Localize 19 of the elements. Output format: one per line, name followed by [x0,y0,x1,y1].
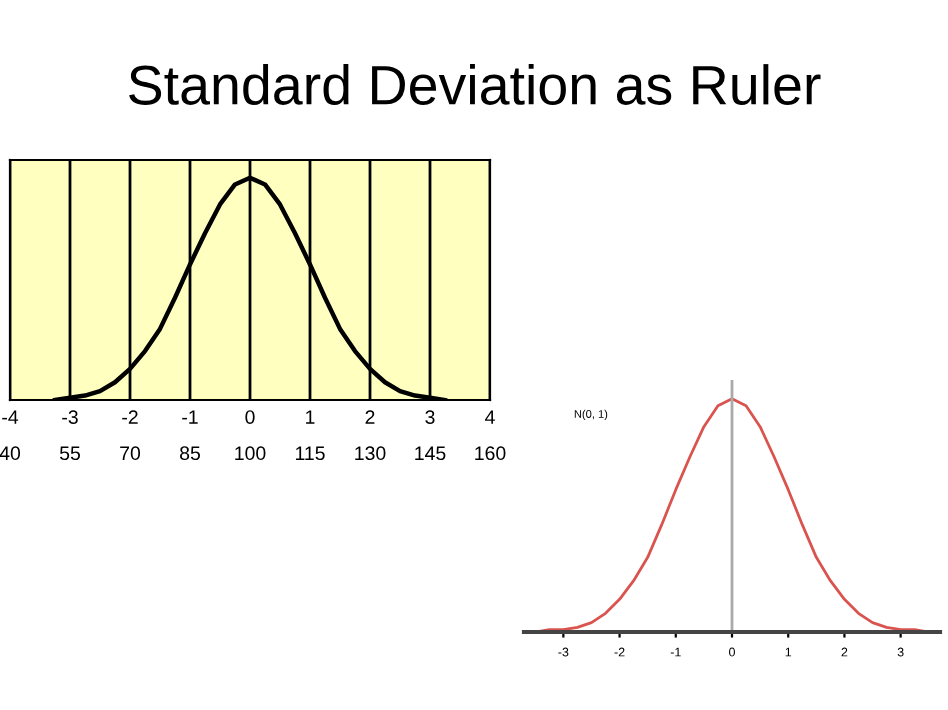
x-tick-label: 1 [306,410,315,424]
x-tick-label: -4 [2,410,19,424]
x2-tick-label: 40 [0,446,21,461]
x2-tick-label: 160 [475,446,506,461]
chart-title: Standard Deviation as Ruler [129,64,821,105]
x-tick-label: -3 [62,410,78,424]
x2-tick-label: 115 [295,446,325,461]
x2-tick-label: 70 [120,446,141,461]
x2-tick-label: 85 [180,446,200,461]
x2-tick-label: 145 [415,446,446,461]
x-tick-label: 3 [425,410,435,424]
x-tick-label: -1 [182,410,198,424]
x-tick-label: 2 [365,410,375,424]
x2-tick-label: 130 [355,446,386,461]
x2-tick-label: 100 [235,446,266,461]
x-tick-label: 4 [485,410,495,424]
x2-tick-label: 55 [59,446,80,461]
x-tick-label: 0 [245,410,255,424]
x-tick-label: -2 [122,410,138,424]
